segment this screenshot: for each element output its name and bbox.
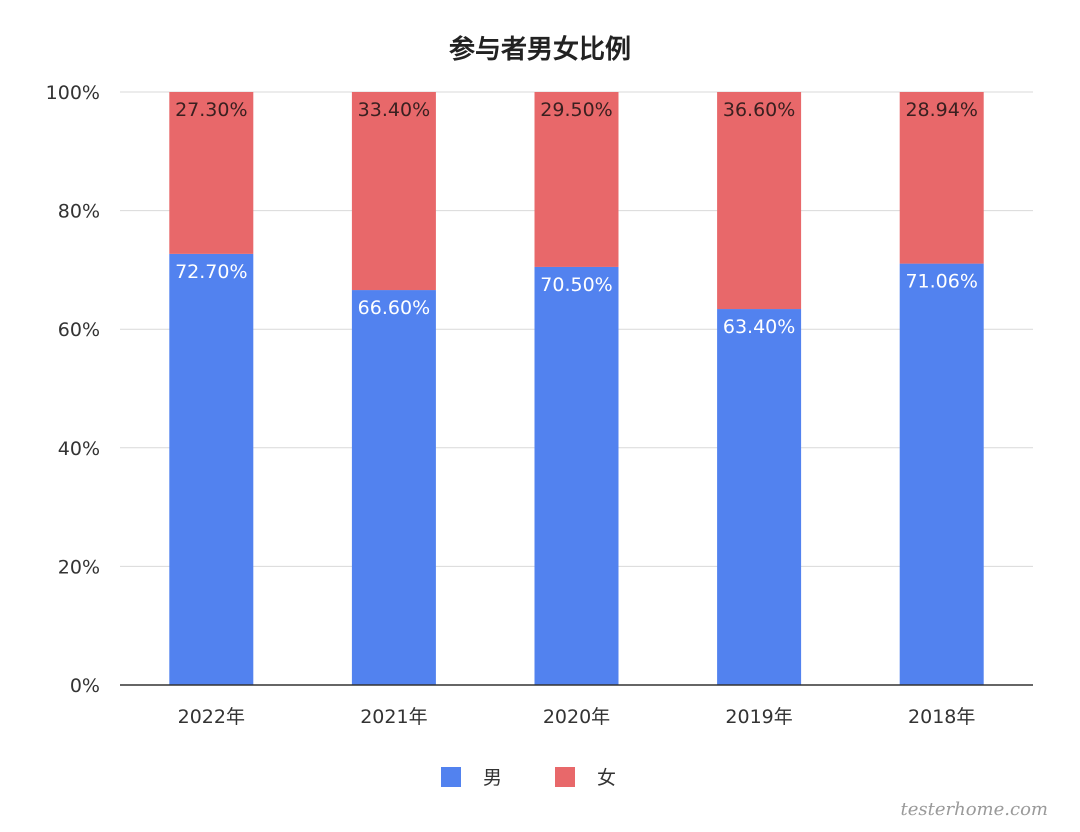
x-axis-ticks: 2022年 2021年 2020年 2019年 2018年 [178,706,976,728]
data-label: 27.30% [175,99,247,121]
bar-segment [534,266,619,685]
bar-segment [717,309,802,685]
data-label: 63.40% [723,316,795,338]
data-label: 29.50% [540,99,612,121]
bar-segment [169,92,254,254]
bars [169,92,984,685]
x-tick-label: 2022年 [178,706,245,728]
y-tick-label: 80% [58,201,100,223]
x-tick-label: 2020年 [543,706,610,728]
bar-segment [351,290,436,685]
data-labels: 72.70% 27.30% 66.60% 33.40% 70.50% 29.50% 63.4… [175,99,978,338]
y-tick-label: 100% [46,82,100,104]
data-label: 71.06% [905,271,977,293]
data-label: 33.40% [358,99,430,121]
data-label: 72.70% [175,261,247,283]
y-tick-label: 0% [70,675,100,697]
bar-segment [899,92,984,264]
data-label: 36.60% [723,99,795,121]
bar-segment [169,253,254,685]
y-axis-ticks: 0% 20% 40% 60% 80% 100% [46,82,100,697]
bar-segment [534,92,619,267]
y-tick-label: 40% [58,438,100,460]
x-tick-label: 2019年 [725,706,792,728]
bar-segment [717,92,802,310]
x-tick-label: 2018年 [908,706,975,728]
bar-segment [351,92,436,291]
y-tick-label: 60% [58,319,100,341]
legend-swatch [555,767,575,787]
data-label: 66.60% [358,297,430,319]
data-label: 28.94% [905,99,977,121]
chart-title: 参与者男女比例 [449,34,631,65]
legend: 男女 [441,767,616,789]
x-tick-label: 2021年 [360,706,427,728]
y-tick-label: 20% [58,556,100,578]
bar-segment [899,263,984,685]
watermark-text: testerhome.com [901,799,1048,820]
legend-swatch [441,767,461,787]
data-label: 70.50% [540,274,612,296]
legend-label: 女 [597,767,616,789]
legend-label: 男 [483,767,502,789]
